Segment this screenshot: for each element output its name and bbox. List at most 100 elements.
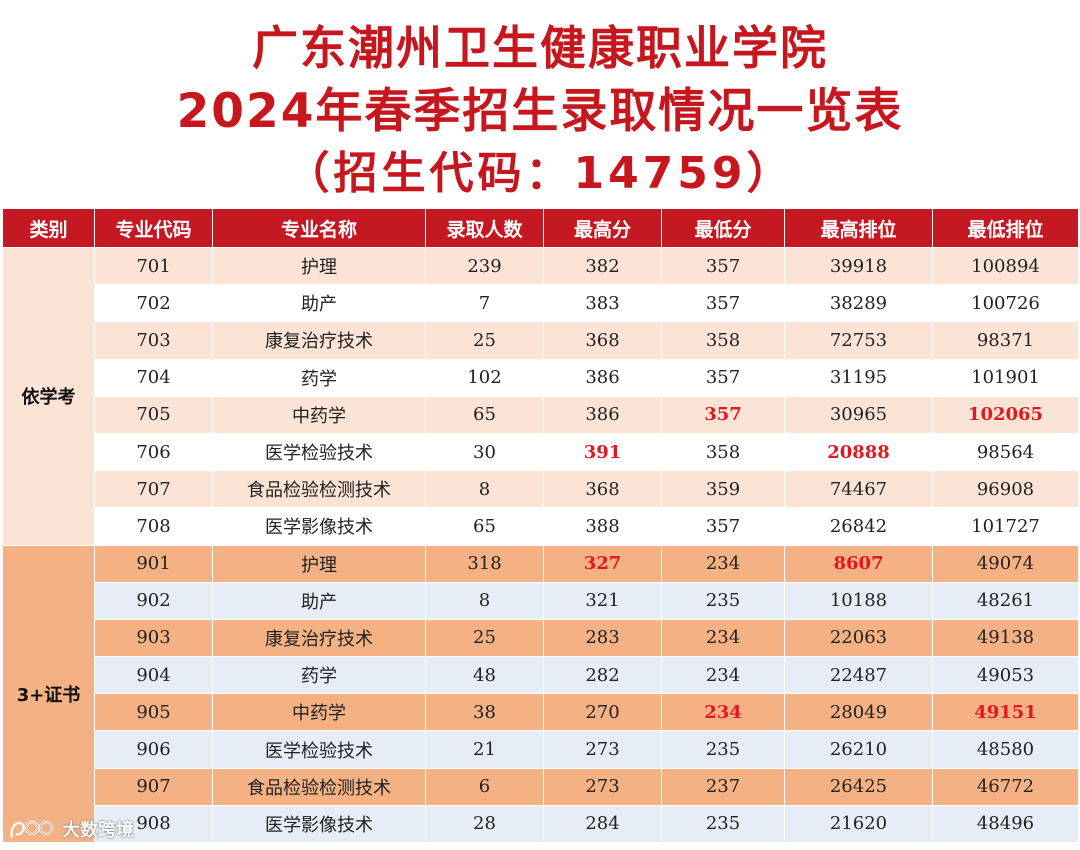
admitted-count-cell: 7	[425, 284, 544, 323]
min-score-cell: 234	[661, 544, 785, 583]
page-title: 广东潮州卫生健康职业学院	[252, 21, 828, 75]
admitted-count-cell: 25	[425, 618, 544, 658]
watermark: 大数跨境	[8, 812, 134, 846]
major-code-cell: 908	[94, 804, 213, 844]
max-rank-cell: 39918	[784, 246, 933, 286]
max-score-cell: 273	[543, 730, 662, 769]
min-rank-cell: 98371	[932, 321, 1079, 360]
max-rank-cell: 22487	[784, 656, 933, 695]
min-rank-cell: 49053	[932, 656, 1079, 695]
min-rank-cell: 101727	[932, 507, 1079, 546]
admitted-count-cell: 30	[425, 432, 544, 472]
header-max-score: 最高分	[543, 208, 662, 248]
max-score-cell: 386	[543, 358, 662, 397]
max-score-cell: 386	[543, 395, 662, 434]
min-score-cell: 234	[661, 656, 785, 695]
admitted-count-cell: 25	[425, 321, 544, 360]
max-rank-cell: 26210	[784, 730, 933, 769]
max-rank-cell: 26425	[784, 767, 933, 806]
major-code-cell: 706	[94, 432, 213, 472]
header-major-code: 专业代码	[94, 208, 213, 248]
major-code-cell: 903	[94, 618, 213, 658]
admitted-count-cell: 6	[425, 767, 544, 806]
max-rank-cell: 8607	[784, 544, 933, 583]
table-header-row: 类别 专业代码 专业名称 录取人数 最高分 最低分 最高排位 最低排位	[2, 208, 1079, 248]
min-score-cell: 237	[661, 767, 785, 806]
header-admitted-count: 录取人数	[425, 208, 544, 248]
major-name-cell: 康复治疗技术	[212, 618, 426, 658]
min-score-cell: 357	[661, 358, 785, 397]
major-code-cell: 708	[94, 507, 213, 546]
min-rank-cell: 49138	[932, 618, 1079, 658]
table-row: 703 康复治疗技术 25 368 358 72753 98371	[3, 321, 1079, 360]
admission-table: 类别 专业代码 专业名称 录取人数 最高分 最低分 最高排位 最低排位 依学考 7…	[2, 208, 1079, 844]
max-rank-cell: 10188	[784, 581, 933, 620]
min-score-cell: 234	[661, 618, 785, 658]
min-rank-cell: 48580	[932, 730, 1079, 769]
header-category: 类别	[2, 208, 95, 248]
major-name-cell: 中药学	[212, 395, 426, 434]
admitted-count-cell: 21	[425, 730, 544, 769]
header-min-rank: 最低排位	[932, 208, 1079, 248]
min-rank-cell: 49074	[932, 544, 1079, 583]
major-name-cell: 助产	[212, 581, 426, 620]
major-code-cell: 904	[94, 656, 213, 695]
admitted-count-cell: 28	[425, 804, 544, 844]
max-score-cell: 282	[543, 656, 662, 695]
major-name-cell: 药学	[212, 656, 426, 695]
major-name-cell: 护理	[212, 544, 426, 583]
min-rank-cell: 96908	[932, 470, 1079, 509]
min-rank-cell: 48261	[932, 581, 1079, 620]
min-rank-cell: 46772	[932, 767, 1079, 806]
admitted-count-cell: 65	[425, 507, 544, 546]
min-score-cell: 358	[661, 432, 785, 472]
header-min-score: 最低分	[661, 208, 785, 248]
max-score-cell: 368	[543, 470, 662, 509]
table-row: 907 食品检验检测技术 6 273 237 26425 46772	[3, 767, 1079, 806]
min-rank-cell: 100894	[932, 246, 1079, 286]
table-row: 705 中药学 65 386 357 30965 102065	[3, 395, 1079, 434]
table-row: 904 药学 48 282 234 22487 49053	[3, 656, 1079, 695]
table-row: 702 助产 7 383 357 38289 100726	[3, 284, 1079, 323]
table-row: 707 食品检验检测技术 8 368 359 74467 96908	[3, 470, 1079, 509]
major-code-cell: 907	[94, 767, 213, 806]
header-max-rank: 最高排位	[784, 208, 933, 248]
major-code-cell: 701	[94, 246, 213, 286]
major-code-cell: 906	[94, 730, 213, 769]
min-score-cell: 359	[661, 470, 785, 509]
logo-icon	[10, 820, 54, 839]
table-body: 依学考 701 护理 239 382 357 39918 100894 702 助产 7 383 357…	[2, 246, 1079, 844]
max-rank-cell: 31195	[784, 358, 933, 397]
major-code-cell: 705	[94, 395, 213, 434]
max-rank-cell: 20888	[784, 432, 933, 472]
max-score-cell: 388	[543, 507, 662, 546]
min-score-cell: 357	[661, 246, 785, 286]
max-rank-cell: 72753	[784, 321, 933, 360]
major-code-cell: 702	[94, 284, 213, 323]
min-rank-cell: 98564	[932, 432, 1079, 472]
min-score-cell: 357	[661, 395, 785, 434]
table-row: 依学考 701 护理 239 382 357 39918 100894	[2, 246, 1079, 546]
max-rank-cell: 38289	[784, 284, 933, 323]
major-name-cell: 康复治疗技术	[212, 321, 426, 360]
table-row: 905 中药学 38 270 234 28049 49151	[3, 693, 1079, 732]
major-name-cell: 医学检验技术	[212, 432, 426, 472]
admitted-count-cell: 8	[425, 581, 544, 620]
major-name-cell: 医学影像技术	[212, 507, 426, 546]
min-score-cell: 235	[661, 730, 785, 769]
max-score-cell: 283	[543, 618, 662, 658]
min-rank-cell: 100726	[932, 284, 1079, 323]
table-row: 3+证书 901 护理 318 327 234 8607 49074	[2, 544, 1079, 843]
max-score-cell: 284	[543, 804, 662, 844]
admitted-count-cell: 65	[425, 395, 544, 434]
admitted-count-cell: 318	[425, 544, 544, 583]
admitted-count-cell: 8	[425, 470, 544, 509]
major-code-cell: 707	[94, 470, 213, 509]
major-code-cell: 703	[94, 321, 213, 360]
major-name-cell: 中药学	[212, 693, 426, 732]
admitted-count-cell: 102	[425, 358, 544, 397]
major-name-cell: 医学检验技术	[212, 730, 426, 769]
min-rank-cell: 48496	[932, 804, 1079, 844]
major-code-cell: 704	[94, 358, 213, 397]
min-rank-cell: 102065	[932, 395, 1079, 434]
